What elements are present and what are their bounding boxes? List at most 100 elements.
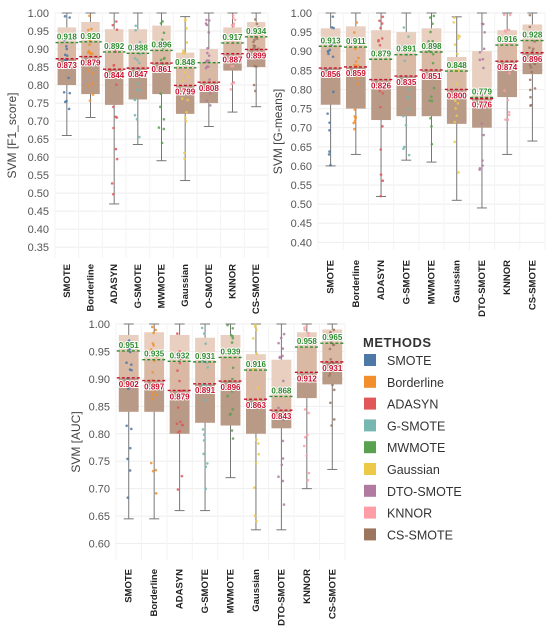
data-point (481, 57, 485, 61)
category-label: KNNOR (228, 264, 239, 299)
data-point (353, 127, 356, 131)
data-point (531, 47, 535, 51)
data-point (456, 34, 460, 37)
data-point (507, 113, 511, 117)
data-point (331, 15, 335, 18)
data-point (183, 70, 187, 74)
data-point (533, 87, 537, 90)
data-point (481, 101, 485, 105)
data-point (332, 418, 336, 421)
category-label: Gaussian (180, 264, 191, 307)
data-point (281, 354, 284, 358)
y-tick-label: 0.65 (28, 134, 49, 146)
data-point (455, 52, 459, 56)
data-point (281, 379, 285, 383)
data-point (281, 457, 285, 460)
data-point (181, 423, 184, 427)
data-point (114, 47, 117, 51)
data-point (278, 356, 281, 359)
data-point (112, 126, 115, 130)
y-tick-label: 0.90 (89, 374, 110, 386)
box-middle (144, 359, 165, 381)
data-point (379, 105, 382, 109)
box-upper (322, 329, 343, 344)
data-point (226, 383, 230, 387)
data-point (452, 21, 456, 24)
data-point (206, 51, 209, 55)
data-point (253, 89, 257, 93)
box-lower (118, 377, 139, 412)
y-tick-label: 0.95 (291, 27, 312, 39)
data-point (185, 41, 189, 44)
legend-item-label: DTO-SMOTE (387, 485, 462, 499)
data-point (353, 63, 356, 67)
data-point (207, 19, 211, 22)
box-upper (152, 25, 171, 51)
category-label: Borderline (86, 264, 97, 312)
box-middle (175, 67, 195, 86)
data-point (480, 106, 484, 110)
data-point (229, 348, 232, 352)
data-point (155, 393, 159, 397)
lower-value-label: 0.826 (371, 82, 392, 91)
data-point (431, 61, 435, 65)
box-lower (472, 98, 492, 128)
legend-swatch (364, 441, 376, 454)
data-point (110, 182, 114, 185)
data-point (229, 88, 233, 91)
data-point (178, 379, 181, 383)
y-axis-title: SVM [F1_score] (5, 92, 19, 178)
y-tick-label: 0.65 (89, 511, 110, 523)
data-point (307, 380, 311, 384)
data-point (353, 31, 356, 34)
data-point (282, 418, 285, 422)
y-tick-label: 0.65 (291, 142, 312, 154)
category-label: G-SMOTE (200, 569, 211, 613)
box-middle (199, 62, 219, 83)
data-point (160, 44, 163, 47)
data-point (353, 108, 357, 111)
data-point (306, 433, 309, 437)
y-tick-label: 0.80 (89, 429, 110, 441)
data-point (255, 352, 259, 356)
data-point (115, 28, 119, 32)
box-middle (223, 42, 242, 54)
data-point (181, 51, 185, 55)
data-point (507, 36, 510, 40)
data-point (257, 55, 261, 59)
data-point (277, 416, 281, 419)
data-point (328, 128, 331, 132)
data-point (229, 412, 232, 416)
y-tick-label: 0.35 (28, 242, 49, 254)
data-point (255, 37, 259, 40)
data-point (133, 57, 137, 60)
upper-value-label: 0.848 (447, 61, 468, 70)
legend-item-label: KNNOR (387, 507, 432, 521)
data-point (205, 18, 208, 22)
data-point (277, 475, 280, 479)
data-point (431, 22, 434, 26)
box-lower (104, 69, 124, 105)
data-point (202, 452, 205, 456)
data-point (404, 46, 407, 50)
upper-value-label: 0.931 (195, 352, 216, 361)
lower-value-label: 0.776 (472, 101, 493, 110)
box-lower (81, 56, 100, 95)
upper-value-label: 0.779 (472, 87, 493, 96)
category-label: Borderline (149, 569, 160, 617)
y-tick-label: 0.85 (291, 65, 312, 77)
lower-value-label: 0.851 (421, 72, 442, 81)
data-point (508, 13, 512, 17)
lower-value-label: 0.896 (220, 383, 241, 392)
y-tick-label: 0.70 (89, 484, 110, 496)
data-point (161, 38, 164, 42)
data-point (251, 362, 255, 366)
data-point (86, 51, 90, 55)
data-point (226, 323, 229, 327)
chart-g-means: 1.00 0.95 0.90 0.85 0.80 0.75 0.70 0.65 0.60 0.55… (271, 8, 546, 317)
data-point (379, 148, 383, 151)
data-point (230, 59, 233, 63)
data-point (530, 70, 534, 74)
data-point (381, 179, 385, 183)
data-point (456, 102, 460, 105)
